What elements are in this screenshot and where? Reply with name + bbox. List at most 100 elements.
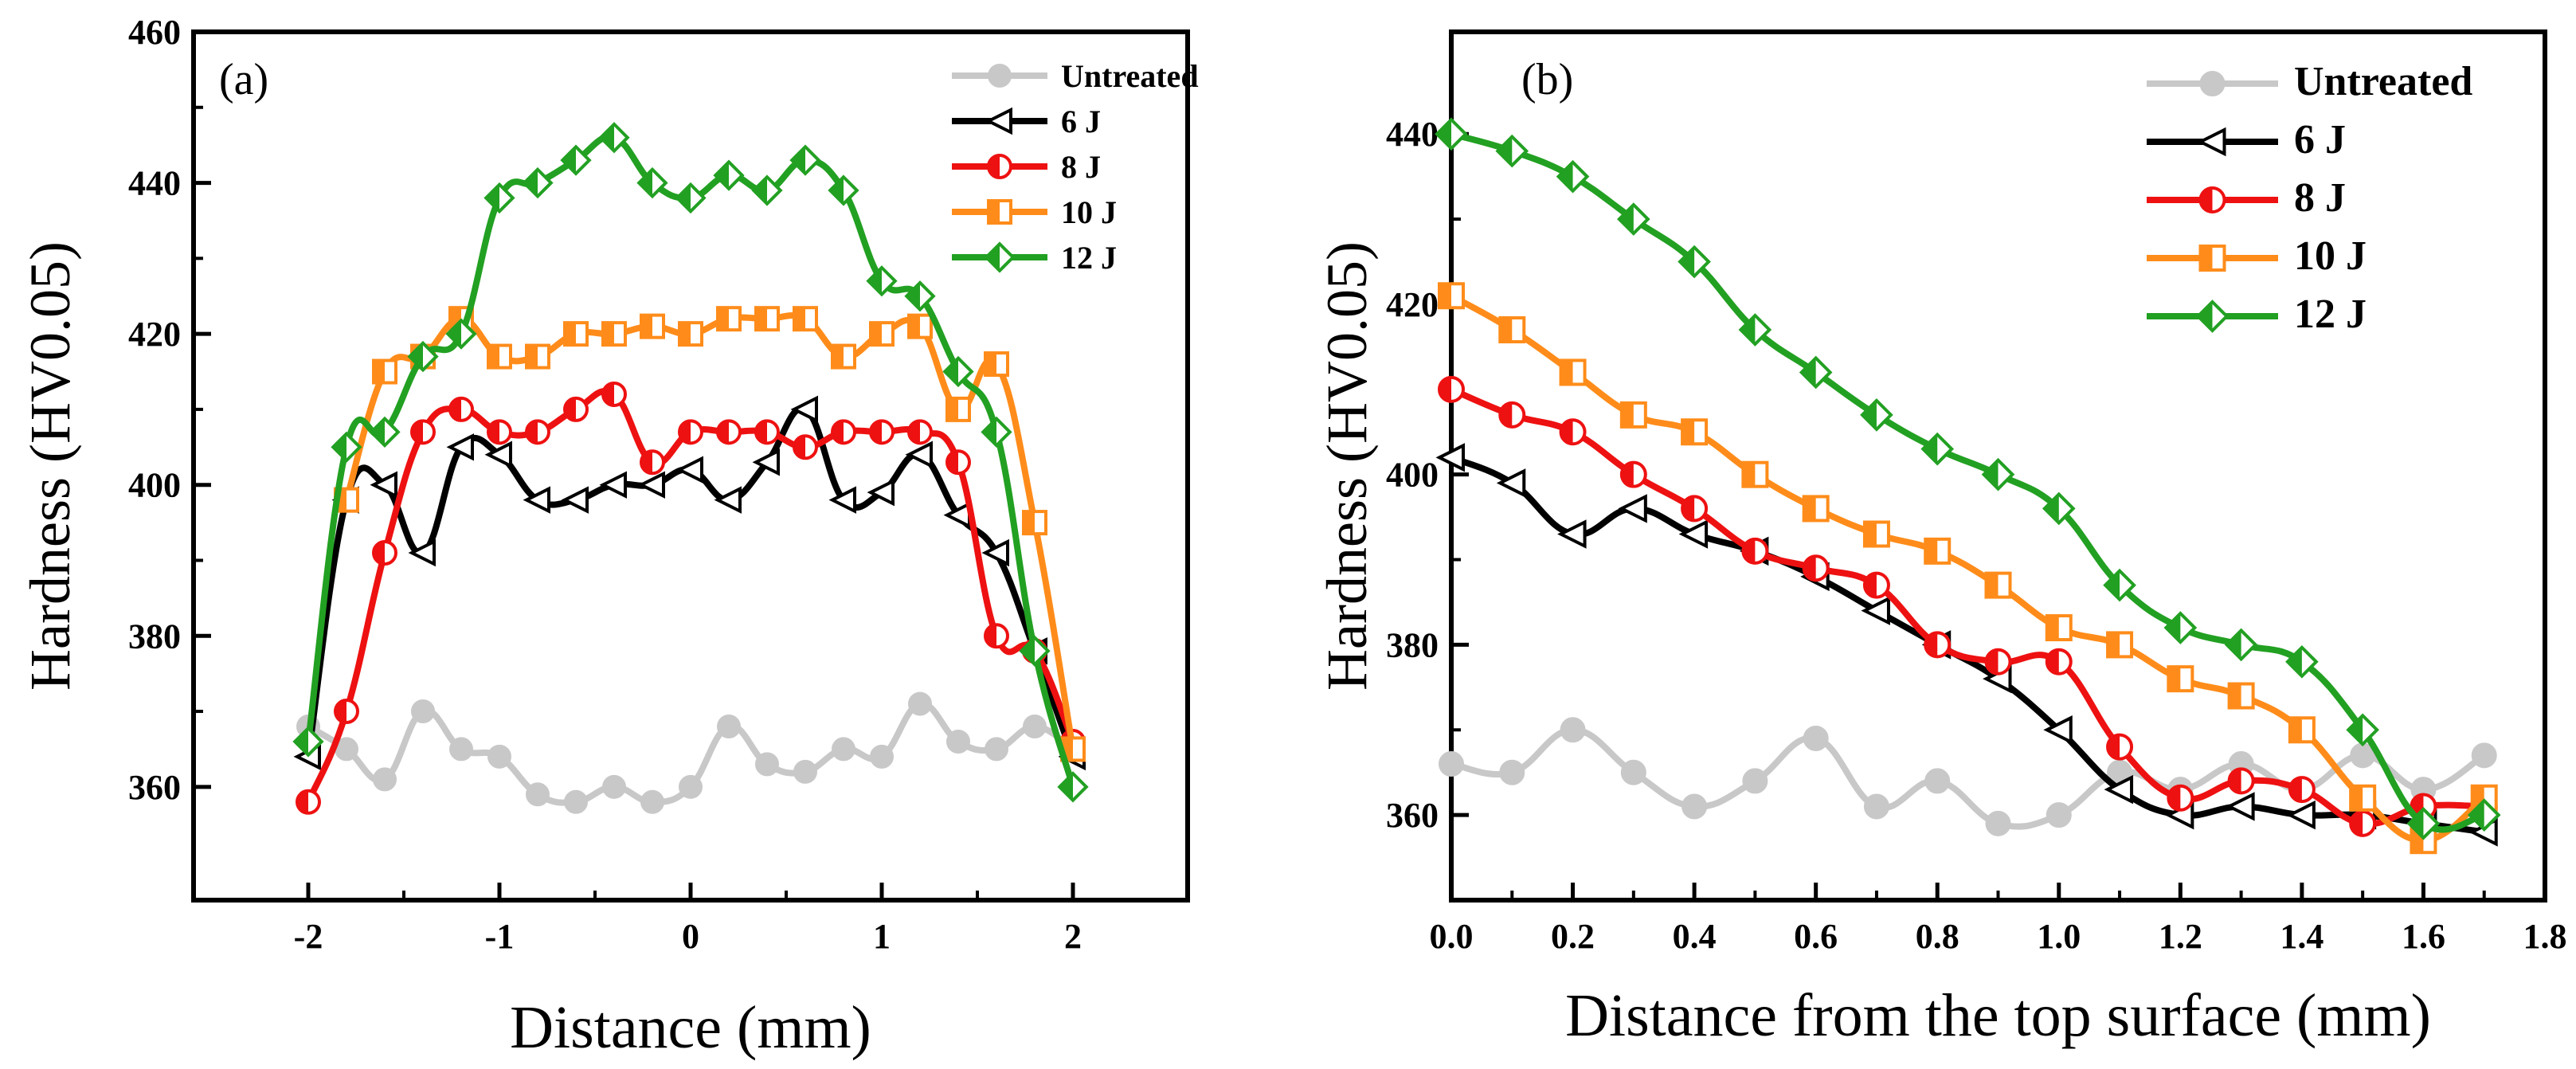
data-point (2346, 713, 2379, 747)
data-point (601, 321, 627, 347)
data-point (1863, 793, 1889, 820)
x-tick-label: -2 (294, 917, 323, 956)
data-point (716, 419, 742, 445)
y-tick-label: 400 (128, 466, 181, 505)
data-point (870, 744, 894, 769)
data-point (1499, 759, 1525, 785)
data-point (1438, 282, 1465, 310)
data-point (945, 449, 971, 476)
data-point (1022, 510, 1047, 536)
data-point (942, 355, 974, 388)
data-point (1741, 537, 1769, 565)
data-point (601, 381, 627, 407)
legend-marker (2199, 71, 2226, 96)
x-tick-label: 0.4 (1673, 917, 1717, 956)
legend-label: 12 J (2294, 292, 2367, 337)
data-point (2106, 631, 2134, 659)
data-point (1618, 494, 1647, 523)
data-point (1438, 375, 1465, 403)
panel-a-hardness-vs-distance: 360 380 400 420 440 460 -2 -1 0 1 2 Hardness (HV0.0… (18, 13, 1198, 1061)
data-point (2103, 568, 2136, 602)
data-point (373, 767, 397, 792)
data-point (831, 419, 856, 445)
legend-item: 12 J (2147, 292, 2367, 337)
data-point (487, 343, 512, 370)
data-point (2104, 774, 2134, 805)
data-point (2349, 784, 2377, 812)
data-point (907, 419, 933, 445)
series-line (1451, 292, 2488, 844)
x-tick-label: 0.6 (1794, 917, 1838, 956)
data-point (981, 538, 1009, 567)
legend-label: 10 J (1061, 194, 1117, 230)
legend-item: 6 J (2147, 117, 2346, 163)
data-point (369, 416, 401, 448)
data-point (563, 396, 589, 422)
data-point (637, 471, 665, 499)
data-point (483, 182, 515, 214)
data-point (984, 623, 1009, 649)
data-point (789, 144, 821, 176)
x-tick-label: 1.2 (2159, 917, 2202, 956)
legend-label: 8 J (1061, 149, 1101, 185)
legend-label: Untreated (1061, 58, 1199, 94)
data-point (793, 434, 818, 460)
y-tick-label: 440 (1386, 115, 1439, 154)
data-point (522, 166, 554, 199)
data-point (1559, 418, 1587, 446)
data-point (640, 789, 664, 814)
series-10-j (1438, 282, 2498, 855)
data-point (908, 691, 932, 716)
legend: Untreated 6 J 8 J 10 J 12 J (952, 58, 1199, 276)
data-point (1556, 159, 1590, 194)
data-point (1802, 554, 1830, 582)
data-point (1560, 717, 1586, 743)
data-point (675, 182, 707, 214)
data-point (869, 419, 895, 445)
data-point (370, 471, 397, 499)
data-point (828, 174, 859, 206)
y-axis-label: Hardness (HV0.05) (18, 241, 82, 691)
data-point (1019, 635, 1051, 667)
x-tick-label: 1.8 (2523, 917, 2567, 956)
data-point (790, 395, 818, 424)
data-point (334, 699, 359, 725)
data-point (2167, 784, 2194, 812)
data-point (1619, 460, 1647, 488)
data-point (679, 774, 703, 799)
data-point (717, 715, 741, 738)
data-point (2227, 682, 2255, 710)
data-point (1924, 631, 1952, 659)
data-point (1742, 768, 1768, 794)
data-point (525, 419, 550, 445)
legend-item: 12 J (952, 240, 1117, 276)
x-tick-label: 1.4 (2280, 917, 2323, 956)
legend-marker (2198, 186, 2226, 213)
data-point (640, 313, 665, 339)
data-point (907, 313, 933, 339)
data-point (2471, 742, 2497, 769)
data-point (981, 416, 1012, 448)
data-point (1496, 468, 1526, 498)
data-point (1981, 457, 2015, 491)
data-point (561, 486, 589, 514)
legend-item: 10 J (952, 194, 1117, 230)
data-point (867, 478, 895, 507)
data-point (2042, 491, 2076, 526)
data-point (408, 538, 436, 567)
data-point (2045, 614, 2073, 642)
data-point (1023, 715, 1047, 738)
x-tick-label: 0.8 (1916, 917, 1959, 956)
data-point (449, 737, 473, 762)
data-point (2167, 665, 2194, 693)
data-point (831, 343, 856, 370)
data-point (2406, 806, 2441, 840)
data-point (1498, 316, 1526, 344)
data-point (2043, 715, 2073, 745)
data-point (1862, 571, 1890, 599)
data-point (602, 774, 626, 799)
data-point (793, 306, 818, 332)
legend-marker (988, 64, 1012, 88)
legend-label: 6 J (2294, 117, 2346, 163)
